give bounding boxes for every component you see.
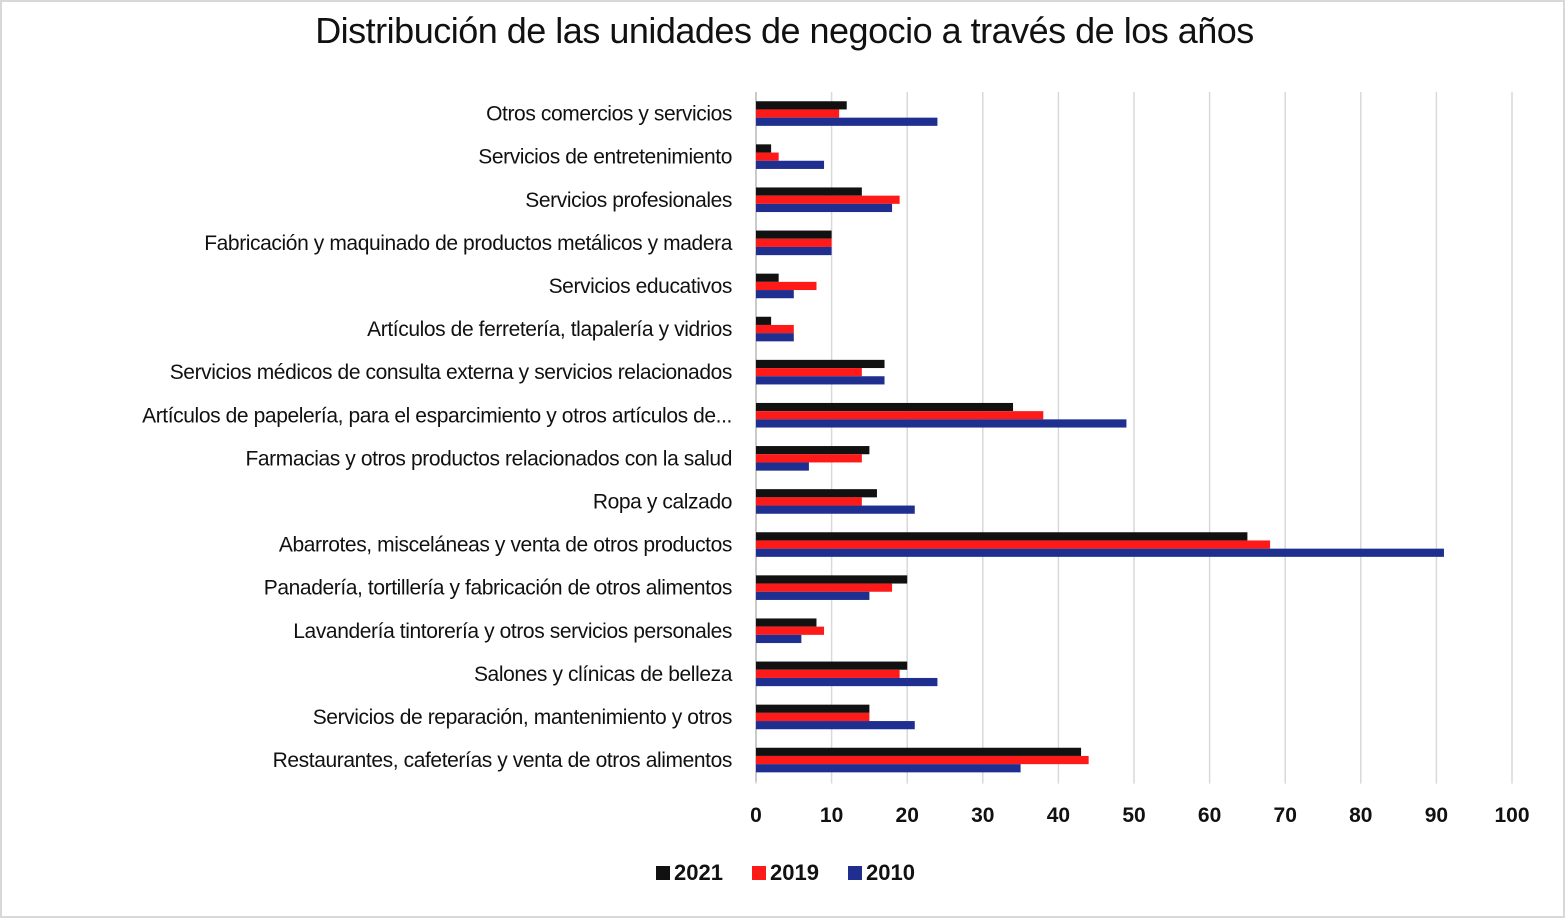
bar-2019 (756, 324, 794, 334)
bar-2021 (756, 402, 1014, 412)
legend-label: 2019 (770, 860, 819, 885)
bar-2021 (756, 532, 1248, 541)
bar-2021 (756, 359, 885, 369)
bar-2019 (756, 454, 862, 463)
bar-2010 (756, 764, 1021, 773)
bar-2019 (756, 626, 825, 635)
category-label: Otros comercios y servicios (486, 103, 732, 126)
bar-2010 (756, 721, 915, 730)
x-tick-label: 100 (1494, 804, 1529, 827)
category-label: Fabricación y maquinado de productos met… (204, 232, 733, 255)
bar-2021 (756, 489, 877, 498)
bar-2021 (756, 230, 832, 239)
bar-2010 (756, 117, 938, 126)
category-label: Servicios de entretenimiento (478, 146, 732, 169)
bar-2010 (756, 591, 870, 600)
bar-2019 (756, 368, 862, 377)
bar-2010 (756, 419, 1127, 428)
x-tick-label: 90 (1425, 804, 1448, 827)
chart-title: Distribución de las unidades de negocio … (315, 10, 1254, 51)
bar-2010 (756, 462, 809, 471)
category-label: Salones y clínicas de belleza (474, 663, 733, 686)
x-tick-label: 10 (820, 804, 843, 827)
category-label: Abarrotes, misceláneas y venta de otros … (279, 534, 732, 557)
bar-2021 (756, 273, 779, 282)
bar-2010 (756, 548, 1444, 557)
bar-2021 (756, 316, 772, 325)
legend-swatch-2010 (848, 866, 862, 880)
bar-2010 (756, 634, 802, 644)
bar-2010 (756, 677, 938, 687)
legend-label: 2010 (866, 860, 915, 885)
category-label: Farmacias y otros productos relacionados… (245, 447, 732, 470)
bar-2010 (756, 376, 885, 385)
bar-2019 (756, 411, 1044, 420)
bar-2010 (756, 160, 825, 169)
bar-2019 (756, 540, 1271, 549)
category-label: Restaurantes, cafeterías y venta de otro… (273, 749, 732, 772)
x-tick-label: 70 (1274, 804, 1297, 827)
category-label: Servicios educativos (549, 275, 732, 298)
category-label: Artículos de papelería, para el esparcim… (142, 404, 732, 427)
bar-2021 (756, 747, 1082, 756)
legend-swatch-2021 (656, 866, 670, 880)
category-label: Servicios profesionales (525, 189, 732, 212)
bar-2019 (756, 109, 840, 118)
bar-2021 (756, 575, 908, 584)
bar-2021 (756, 661, 908, 670)
bar-2021 (756, 618, 817, 627)
bar-2019 (756, 583, 893, 592)
category-label: Ropa y calzado (593, 490, 732, 513)
x-tick-label: 60 (1198, 804, 1221, 827)
bar-2019 (756, 281, 817, 291)
bar-2019 (756, 238, 832, 247)
bar-2010 (756, 333, 794, 342)
x-tick-label: 0 (750, 804, 762, 827)
bar-2019 (756, 497, 862, 506)
bar-2019 (756, 755, 1089, 765)
legend-label: 2021 (674, 860, 723, 885)
bar-2019 (756, 152, 779, 161)
bar-2010 (756, 246, 832, 256)
x-tick-label: 30 (971, 804, 994, 827)
bar-2021 (756, 144, 772, 153)
category-label: Artículos de ferretería, tlapalería y vi… (367, 318, 732, 341)
bar-2010 (756, 203, 893, 213)
x-tick-label: 40 (1047, 804, 1070, 827)
bar-2019 (756, 195, 900, 204)
category-label: Lavandería tintorería y otros servicios … (293, 620, 732, 643)
bar-2021 (756, 446, 870, 455)
bar-2019 (756, 669, 900, 678)
bar-2010 (756, 290, 794, 299)
bar-2021 (756, 187, 862, 196)
bar-2019 (756, 712, 870, 722)
category-label: Servicios de reparación, mantenimiento y… (313, 706, 732, 729)
bar-2021 (756, 704, 870, 713)
x-tick-label: 80 (1349, 804, 1372, 827)
bar-2010 (756, 505, 915, 514)
x-tick-label: 20 (896, 804, 919, 827)
x-tick-label: 50 (1122, 804, 1145, 827)
category-label: Servicios médicos de consulta externa y … (170, 361, 732, 384)
bar-2021 (756, 101, 847, 110)
category-label: Panadería, tortillería y fabricación de … (264, 577, 732, 600)
legend-swatch-2019 (752, 866, 766, 880)
